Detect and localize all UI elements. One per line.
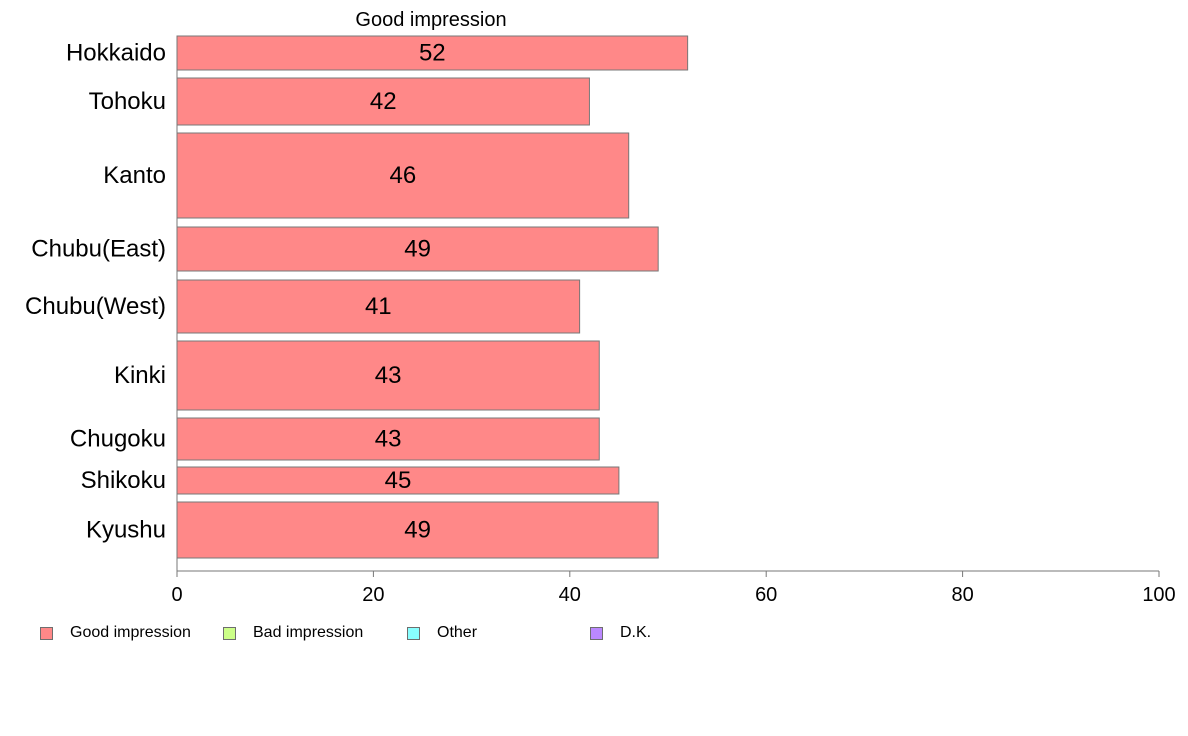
x-tick-label-40: 40 xyxy=(559,584,581,606)
value-label-chubu-east: 49 xyxy=(404,236,431,263)
value-label-hokkaido: 52 xyxy=(419,40,446,67)
bar-tohoku xyxy=(176,77,590,126)
legend-swatch-other xyxy=(407,626,420,640)
legend-item-dk: D.K. xyxy=(590,624,651,642)
category-label-shikoku: Shikoku xyxy=(81,467,166,494)
bar-chugoku xyxy=(176,417,600,461)
chart-series-title: Good impression xyxy=(355,9,506,31)
category-label-hokkaido: Hokkaido xyxy=(66,40,166,67)
bar-kinki xyxy=(176,340,600,411)
value-label-tohoku: 42 xyxy=(370,88,397,115)
x-tick-label-20: 20 xyxy=(362,584,384,606)
legend-item-bad: Bad impression xyxy=(223,624,363,642)
legend-label-dk: D.K. xyxy=(620,624,652,641)
category-label-kyushu: Kyushu xyxy=(86,517,166,544)
value-label-kanto: 46 xyxy=(390,162,417,189)
x-tick-label-100: 100 xyxy=(1142,584,1175,606)
legend-label-bad: Bad impression xyxy=(253,624,364,641)
category-label-chubu-east: Chubu(East) xyxy=(31,236,166,263)
value-label-kyushu: 49 xyxy=(404,517,431,544)
x-tick-label-0: 0 xyxy=(171,584,182,606)
category-label-chubu-west: Chubu(West) xyxy=(25,293,166,320)
x-tick-label-60: 60 xyxy=(755,584,777,606)
bar-hokkaido xyxy=(176,35,689,71)
legend-label-good: Good impression xyxy=(70,624,191,641)
value-label-chubu-west: 41 xyxy=(365,293,392,320)
legend-item-other: Other xyxy=(407,624,477,642)
category-label-kanto: Kanto xyxy=(103,162,166,189)
x-axis: 0 20 40 60 80 100 xyxy=(171,36,1176,606)
category-label-tohoku: Tohoku xyxy=(89,88,166,115)
bars-group: Hokkaido 52 Tohoku 42 Kanto 46 Chubu(East) 49 Ch… xyxy=(25,35,689,559)
x-tick-label-80: 80 xyxy=(951,584,973,606)
bar-kanto xyxy=(176,132,630,219)
value-label-kinki: 43 xyxy=(375,362,402,389)
value-label-chugoku: 43 xyxy=(375,426,402,453)
bar-shikoku xyxy=(176,466,620,495)
legend-item-good: Good impression xyxy=(40,624,191,642)
category-label-chugoku: Chugoku xyxy=(70,426,166,453)
legend-label-other: Other xyxy=(437,624,478,641)
legend-swatch-good xyxy=(40,626,53,640)
legend-swatch-bad xyxy=(223,626,236,640)
bar-chubu-east xyxy=(176,226,659,272)
category-label-kinki: Kinki xyxy=(114,362,166,389)
value-label-shikoku: 45 xyxy=(385,467,412,494)
bar-chubu-west xyxy=(176,279,581,334)
legend: Good impression Bad impression Other D.K… xyxy=(40,624,740,644)
legend-swatch-dk xyxy=(590,626,603,640)
